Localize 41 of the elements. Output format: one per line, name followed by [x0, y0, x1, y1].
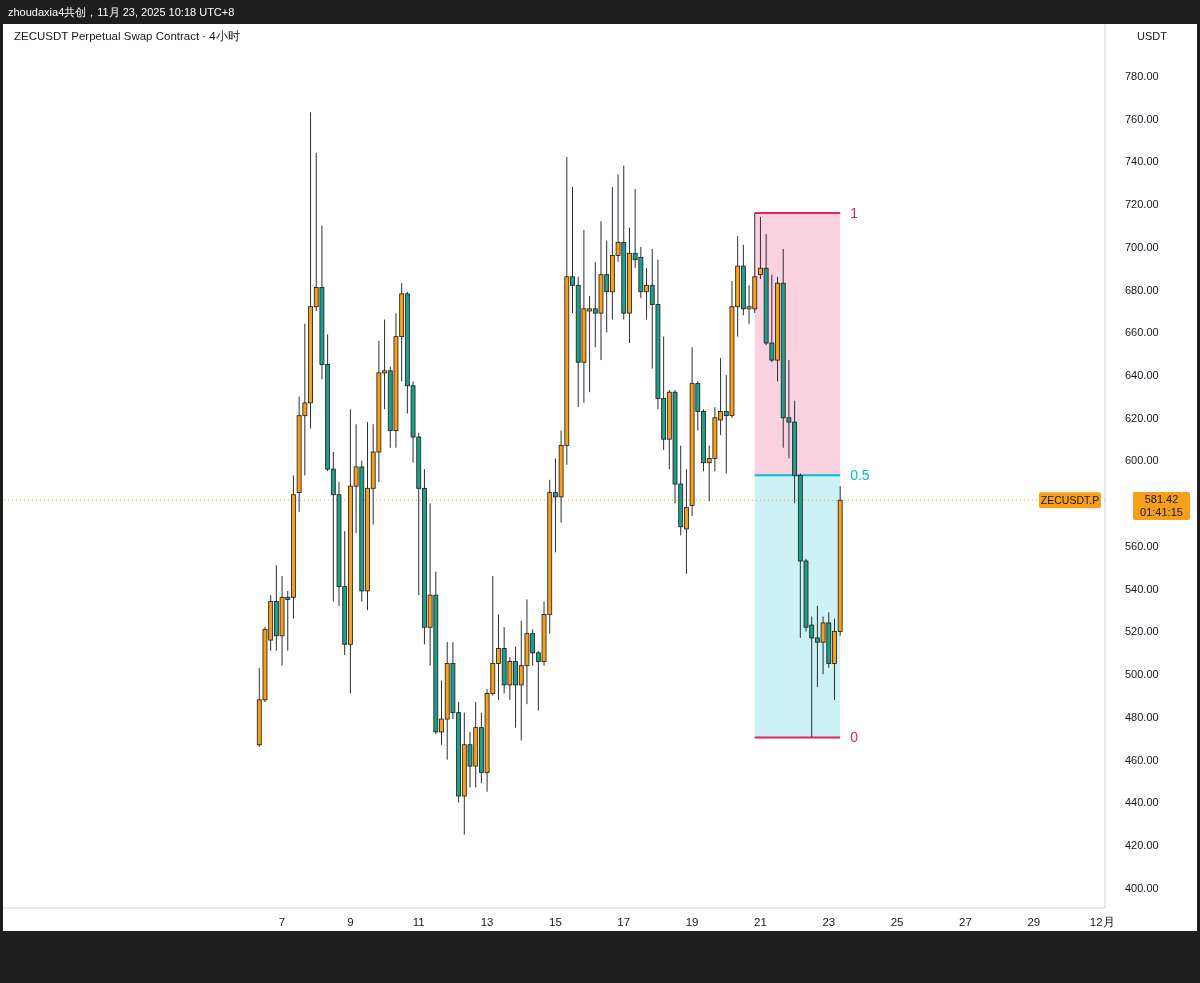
y-tick-label: 440.00 — [1125, 796, 1159, 809]
y-tick-label: 520.00 — [1125, 625, 1159, 638]
y-tick-label: 660.00 — [1125, 326, 1159, 339]
x-tick-label: 27 — [959, 916, 972, 929]
y-tick-label: 740.00 — [1125, 155, 1159, 168]
y-tick-label: 720.00 — [1125, 198, 1159, 211]
y-tick-label: 620.00 — [1125, 411, 1159, 424]
y-tick-label: 400.00 — [1125, 881, 1159, 894]
x-tick-label: 11 — [412, 916, 425, 929]
x-tick-label: 19 — [685, 916, 699, 929]
text: 581.42 — [1143, 493, 1180, 507]
x-tick-label: 12月 — [1089, 916, 1115, 929]
y-tick-label: 760.00 — [1125, 112, 1159, 125]
x-tick-label: 29 — [1027, 916, 1041, 929]
y-tick-label: 780.00 — [1125, 69, 1159, 82]
x-tick-label: 21 — [754, 916, 767, 929]
x-tick-label: 15 — [549, 916, 562, 929]
text: zhoudaxia4共创，11月 23, 2025 10:18 UTC+8 — [8, 6, 235, 18]
x-tick-label: 13 — [480, 916, 494, 929]
ref-line-label: ZECUSDT.P — [1040, 494, 1100, 507]
text: ZECUSDT Perpetual Swap Contract · 4小时 — [14, 29, 240, 44]
x-tick-label: 9 — [347, 916, 354, 929]
y-tick-label: 500.00 — [1125, 668, 1159, 681]
y-tick-label: 460.00 — [1125, 753, 1159, 766]
y-tick-label: 700.00 — [1125, 240, 1159, 253]
y-tick-label: 640.00 — [1125, 368, 1159, 381]
text: 01:41:15 — [1139, 506, 1184, 520]
y-tick-label: 420.00 — [1125, 839, 1159, 852]
y-tick-label: 680.00 — [1125, 283, 1159, 296]
y-tick-label: 600.00 — [1125, 454, 1159, 467]
series-label: 0.5 — [850, 467, 870, 484]
y-tick-label: 480.00 — [1125, 710, 1159, 723]
x-tick-label: 23 — [822, 916, 836, 929]
x-tick-label: 7 — [278, 916, 286, 929]
y-tick-label: 560.00 — [1125, 539, 1159, 552]
y-axis-title: USDT — [1137, 30, 1167, 42]
x-tick-label: 17 — [617, 916, 631, 929]
series-label: 1 — [850, 205, 859, 222]
x-tick-label: 25 — [890, 916, 904, 929]
series-label: 0 — [850, 729, 859, 746]
y-tick-label: 540.00 — [1125, 582, 1159, 595]
